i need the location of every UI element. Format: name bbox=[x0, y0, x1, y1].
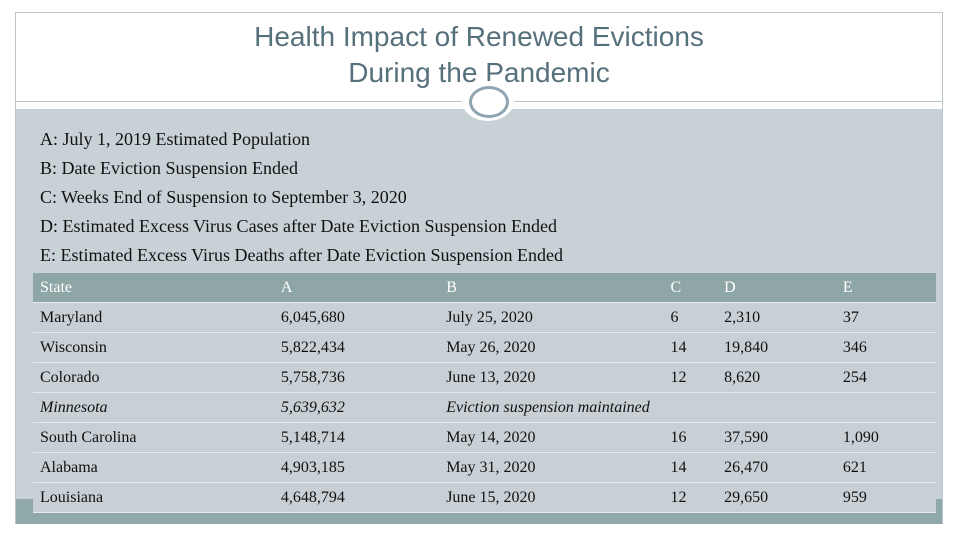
table-cell: 6,045,680 bbox=[273, 302, 440, 333]
table-row: Wisconsin 5,822,434 May 26, 2020 14 19,840 34… bbox=[33, 332, 936, 363]
table-cell: 2,310 bbox=[717, 302, 836, 333]
table-cell: 12 bbox=[663, 362, 718, 393]
table-cell: 5,822,434 bbox=[273, 332, 440, 363]
table-cell: 37 bbox=[835, 302, 936, 333]
table-cell: 6 bbox=[663, 302, 718, 333]
table-cell: 621 bbox=[835, 452, 936, 483]
column-header: E bbox=[835, 273, 936, 303]
table-cell: 8,620 bbox=[717, 362, 836, 393]
table-cell: 346 bbox=[835, 332, 936, 363]
decor-circle bbox=[462, 81, 514, 121]
column-header: C bbox=[663, 273, 718, 303]
table-cell: July 25, 2020 bbox=[439, 302, 664, 333]
table-cell: 16 bbox=[663, 422, 718, 453]
table-cell: May 14, 2020 bbox=[439, 422, 664, 453]
table-cell: June 13, 2020 bbox=[439, 362, 664, 393]
table-cell: 14 bbox=[663, 332, 718, 363]
table-row: Louisiana 4,648,794 June 15, 2020 12 29,650 9… bbox=[33, 482, 936, 513]
table-cell: 4,903,185 bbox=[273, 452, 440, 483]
table-cell: Louisiana bbox=[33, 482, 274, 513]
table-row: Minnesota 5,639,632 Eviction suspension ma… bbox=[33, 392, 936, 423]
table-row: Colorado 5,758,736 June 13, 2020 12 8,620 254 bbox=[33, 362, 936, 393]
slide-title: Health Impact of Renewed Evictions Durin… bbox=[16, 19, 942, 91]
table-cell: Wisconsin bbox=[33, 332, 274, 363]
column-header: B bbox=[439, 273, 664, 303]
table-cell: 1,090 bbox=[835, 422, 936, 453]
legend: A: July 1, 2019 Estimated Population B: D… bbox=[40, 125, 563, 270]
table-cell: Colorado bbox=[33, 362, 274, 393]
header-row: State A B C D E bbox=[33, 273, 936, 303]
table-cell: 14 bbox=[663, 452, 718, 483]
table-cell: South Carolina bbox=[33, 422, 274, 453]
table-cell: May 31, 2020 bbox=[439, 452, 664, 483]
table-cell: 29,650 bbox=[717, 482, 836, 513]
table-cell: 4,648,794 bbox=[273, 482, 440, 513]
table-cell: 19,840 bbox=[717, 332, 836, 363]
legend-line: B: Date Eviction Suspension Ended bbox=[40, 158, 298, 178]
table-cell: 37,590 bbox=[717, 422, 836, 453]
table-cell: 5,758,736 bbox=[273, 362, 440, 393]
table-row: Maryland 6,045,680 July 25, 2020 6 2,310 37 bbox=[33, 302, 936, 333]
table-cell: 254 bbox=[835, 362, 936, 393]
table-cell: 959 bbox=[835, 482, 936, 513]
table-cell: Eviction suspension maintained bbox=[439, 392, 936, 423]
legend-line: E: Estimated Excess Virus Deaths after D… bbox=[40, 245, 563, 265]
table-cell: Minnesota bbox=[33, 392, 274, 423]
table-row: South Carolina 5,148,714 May 14, 2020 16 37,… bbox=[33, 422, 936, 453]
table-cell: 12 bbox=[663, 482, 718, 513]
column-header: A bbox=[273, 273, 440, 303]
column-header: State bbox=[33, 273, 274, 303]
table-cell: May 26, 2020 bbox=[439, 332, 664, 363]
column-header: D bbox=[717, 273, 836, 303]
table-cell: Alabama bbox=[33, 452, 274, 483]
slide: Health Impact of Renewed Evictions Durin… bbox=[15, 12, 943, 524]
legend-line: A: July 1, 2019 Estimated Population bbox=[40, 129, 310, 149]
title-line: Health Impact of Renewed Evictions bbox=[254, 21, 704, 52]
data-table: State A B C D E Maryland 6,045,680 July 25, 2020… bbox=[33, 273, 936, 513]
table-row: Alabama 4,903,185 May 31, 2020 14 26,470 621 bbox=[33, 452, 936, 483]
table-cell: June 15, 2020 bbox=[439, 482, 664, 513]
table-cell: 26,470 bbox=[717, 452, 836, 483]
table-cell: Maryland bbox=[33, 302, 274, 333]
table-cell: 5,639,632 bbox=[273, 392, 440, 423]
legend-line: C: Weeks End of Suspension to September … bbox=[40, 187, 407, 207]
legend-line: D: Estimated Excess Virus Cases after Da… bbox=[40, 216, 557, 236]
table-cell: 5,148,714 bbox=[273, 422, 440, 453]
